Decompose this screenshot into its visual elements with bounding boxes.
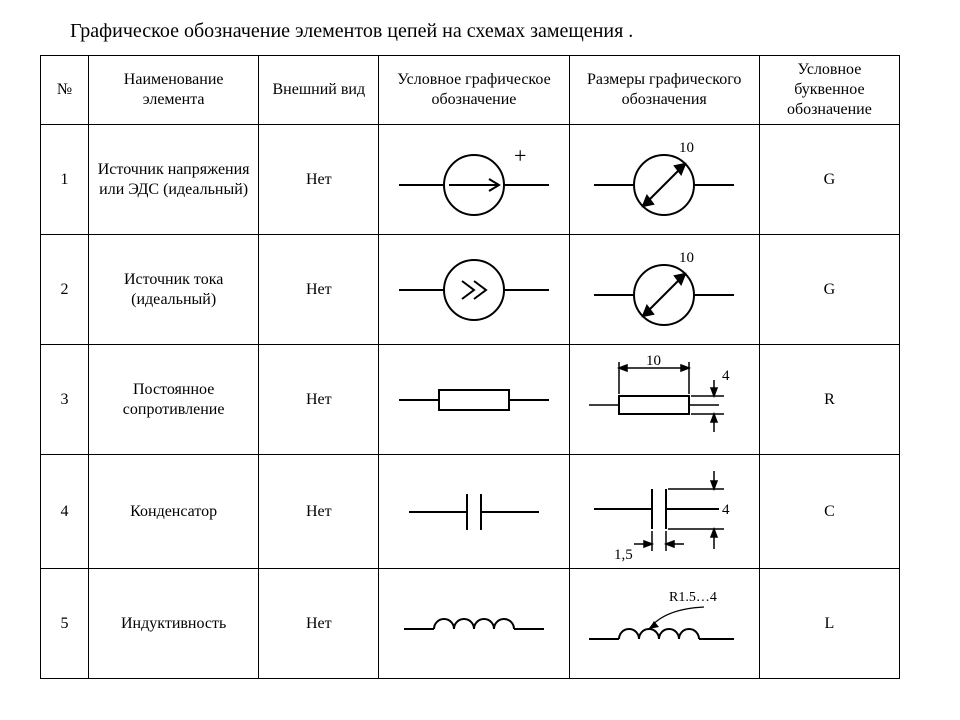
current-source-dim-icon: 10 [579,240,749,340]
cell-name: Источник напряжения или ЭДС (идеальный) [89,125,259,235]
cell-num: 5 [41,569,89,679]
cell-num: 2 [41,235,89,345]
cell-symbol [379,235,569,345]
col-num: № [41,56,89,125]
voltage-source-icon: + [389,135,559,225]
table-row: 1 Источник напряжения или ЭДС (идеальный… [41,125,900,235]
resistor-icon [389,370,559,430]
cell-symbol [379,345,569,455]
col-name: Наименование элемента [89,56,259,125]
cell-num: 3 [41,345,89,455]
col-dims: Размеры графического обозначения [569,56,759,125]
cell-dims: 10 [569,125,759,235]
cell-symbol [379,455,569,569]
cell-letter: G [759,235,899,345]
cell-name: Конденсатор [89,455,259,569]
cell-dims: R1.5…4 [569,569,759,679]
svg-text:+: + [514,143,526,168]
inductor-icon [389,594,559,654]
svg-text:R1.5…4: R1.5…4 [669,590,717,605]
cell-view: Нет [259,345,379,455]
cell-dims: 10 [569,235,759,345]
cell-view: Нет [259,235,379,345]
table-row: 2 Источник тока (идеальный) Нет [41,235,900,345]
table-row: 5 Индуктивность Нет [41,569,900,679]
voltage-source-dim-icon: 10 [579,130,749,230]
svg-text:10: 10 [679,140,694,156]
col-letter: Условное буквенное обозначение [759,56,899,125]
inductor-dim-icon: R1.5…4 [574,579,754,669]
current-source-icon [389,245,559,335]
col-view: Внешний вид [259,56,379,125]
cell-symbol: + [379,125,569,235]
col-symbol: Условное графическое обозначение [379,56,569,125]
svg-text:10: 10 [679,250,694,266]
cell-letter: C [759,455,899,569]
cell-num: 1 [41,125,89,235]
cell-symbol [379,569,569,679]
page-title: Графическое обозначение элементов цепей … [70,20,920,43]
cell-view: Нет [259,455,379,569]
cell-name: Индуктивность [89,569,259,679]
cell-view: Нет [259,125,379,235]
svg-text:10: 10 [646,353,661,369]
cell-dims: 1,5 4 [569,455,759,569]
cell-name: Источник тока (идеальный) [89,235,259,345]
cell-dims: 10 4 [569,345,759,455]
svg-text:1,5: 1,5 [614,547,633,563]
capacitor-icon [389,482,559,542]
header-row: № Наименование элемента Внешний вид Усло… [41,56,900,125]
svg-text:4: 4 [722,368,730,384]
table-row: 3 Постоянное сопротивление Нет [41,345,900,455]
cell-letter: G [759,125,899,235]
table-row: 4 Конденсатор Нет [41,455,900,569]
svg-text:4: 4 [722,502,730,518]
cell-view: Нет [259,569,379,679]
cell-num: 4 [41,455,89,569]
elements-table: № Наименование элемента Внешний вид Усло… [40,55,900,679]
cell-letter: R [759,345,899,455]
cell-name: Постоянное сопротивление [89,345,259,455]
resistor-dim-icon: 10 4 [574,350,754,450]
capacitor-dim-icon: 1,5 4 [574,459,754,564]
cell-letter: L [759,569,899,679]
